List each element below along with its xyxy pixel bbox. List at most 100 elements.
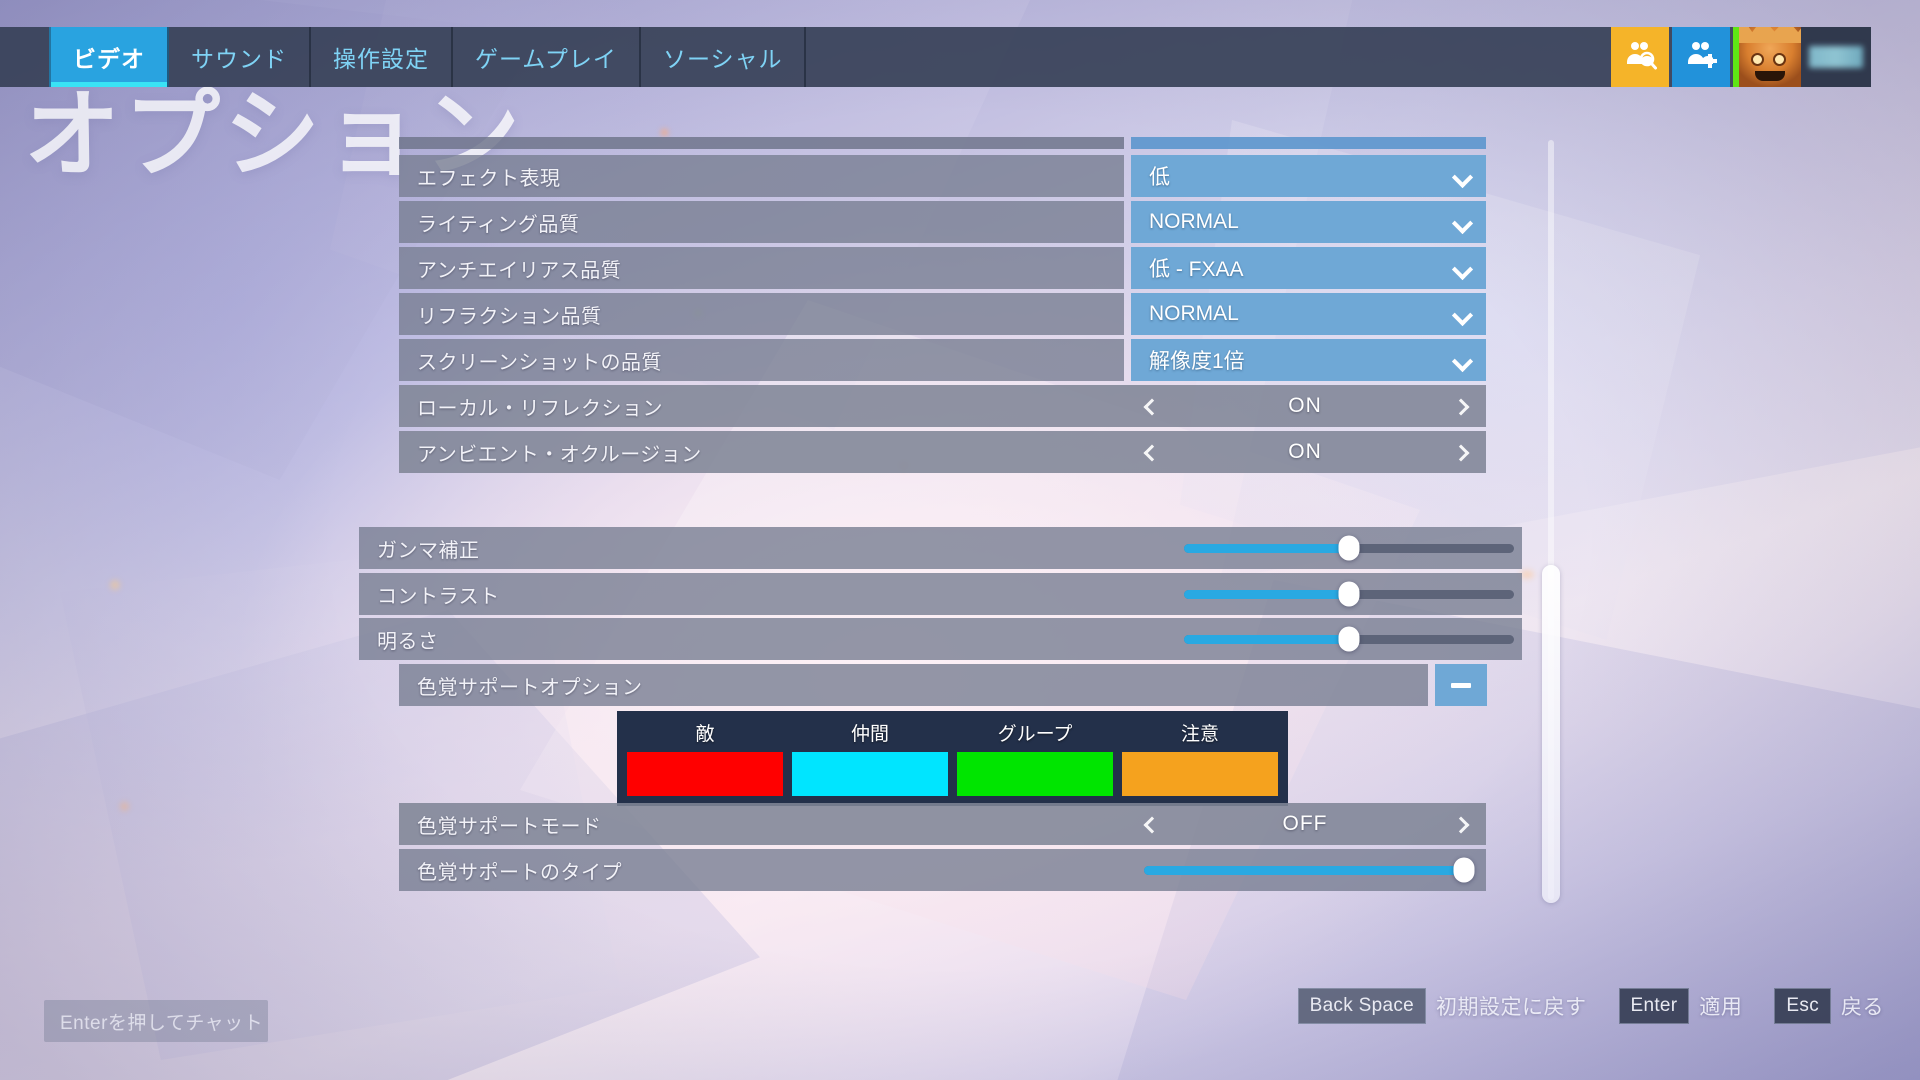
settings-row: 色覚サポートオプション <box>399 664 1486 706</box>
top-navigation-bar: ビデオ サウンド 操作設定 ゲームプレイ ソーシャル <box>0 27 1871 87</box>
tab-controls[interactable]: 操作設定 <box>311 27 453 87</box>
settings-row: 色覚サポートモード OFF <box>399 803 1486 845</box>
key-enter[interactable]: Enter <box>1618 988 1690 1024</box>
background-sparkle <box>120 802 129 811</box>
portrait-eye <box>1751 53 1764 66</box>
hero-portrait-junkrat[interactable] <box>1739 27 1801 87</box>
group-search-icon <box>1623 40 1657 75</box>
setting-label-lighting-quality: ライティング品質 <box>399 201 1124 243</box>
colorblind-swatch-preview: 敵 仲間 グループ 注意 <box>617 711 1288 806</box>
scrollbar-track[interactable] <box>1548 140 1554 900</box>
swatch-caution[interactable]: 注意 <box>1122 719 1278 796</box>
slider-fill <box>1184 543 1349 553</box>
chevron-right-icon[interactable] <box>1453 400 1466 413</box>
slider-row-contrast[interactable]: コントラスト <box>359 573 1522 615</box>
settings-row: ローカル・リフレクション ON <box>399 385 1486 427</box>
chat-prompt[interactable]: Enterを押してチャット <box>44 1000 268 1042</box>
swatch-color <box>1122 752 1278 796</box>
dropdown-value: NORMAL <box>1149 302 1239 325</box>
section-label-colorblind-options: 色覚サポートオプション <box>399 664 1428 706</box>
setting-label-effects-quality: エフェクト表現 <box>399 155 1124 197</box>
swatch-color <box>792 752 948 796</box>
chevron-down-icon <box>1454 214 1470 230</box>
add-friend-button[interactable] <box>1672 27 1730 87</box>
dropdown-lighting-quality[interactable]: NORMAL <box>1131 201 1486 243</box>
selector-value: OFF <box>1282 812 1328 835</box>
tab-label: ビデオ <box>73 46 145 72</box>
slider-brightness[interactable] <box>1184 626 1514 652</box>
dropdown-value: 低 <box>1149 166 1170 189</box>
dropdown-effects-quality[interactable]: 低 <box>1131 155 1486 197</box>
settings-row-partial-label <box>399 137 1124 149</box>
settings-row: アンビエント・オクルージョン ON <box>399 431 1486 473</box>
chevron-down-icon <box>1454 260 1470 276</box>
chevron-left-icon[interactable] <box>1144 818 1157 831</box>
slider-row-gamma[interactable]: ガンマ補正 <box>359 527 1522 569</box>
slider-contrast[interactable] <box>1184 581 1514 607</box>
settings-row: スクリーンショットの品質 解像度1倍 <box>399 339 1486 381</box>
key-esc[interactable]: Esc <box>1774 988 1831 1024</box>
chevron-right-icon[interactable] <box>1453 446 1466 459</box>
slider-handle[interactable] <box>1338 535 1360 561</box>
chevron-down-icon <box>1454 168 1470 184</box>
slider-fill <box>1144 865 1464 875</box>
player-name-plate[interactable] <box>1801 27 1871 87</box>
selector-value: ON <box>1288 394 1322 417</box>
background-sparkle <box>1520 570 1534 579</box>
scrollbar-thumb[interactable] <box>1542 565 1560 903</box>
apply-label[interactable]: 適用 <box>1699 996 1743 1019</box>
slider-handle[interactable] <box>1338 581 1360 607</box>
slider-row-brightness[interactable]: 明るさ <box>359 618 1522 660</box>
swatch-ally[interactable]: 仲間 <box>792 719 948 796</box>
dropdown-screenshot-quality[interactable]: 解像度1倍 <box>1131 339 1486 381</box>
chevron-down-icon <box>1454 352 1470 368</box>
chevron-right-icon[interactable] <box>1453 818 1466 831</box>
chevron-left-icon[interactable] <box>1144 400 1157 413</box>
swatch-color <box>627 752 783 796</box>
slider-fill <box>1184 634 1349 644</box>
colorblind-collapse-button[interactable] <box>1435 664 1487 706</box>
selector-colorblind-mode[interactable]: OFF <box>1124 803 1486 845</box>
key-back-space[interactable]: Back Space <box>1297 988 1426 1024</box>
group-add-icon <box>1684 40 1718 75</box>
swatch-enemy[interactable]: 敵 <box>627 719 783 796</box>
tab-social[interactable]: ソーシャル <box>641 27 807 87</box>
selector-value: ON <box>1288 440 1322 463</box>
tab-label: サウンド <box>191 46 287 72</box>
tab-video[interactable]: ビデオ <box>49 27 169 87</box>
find-group-button[interactable] <box>1611 27 1669 87</box>
dropdown-refraction-quality[interactable]: NORMAL <box>1131 293 1486 335</box>
chat-prompt-label: Enterを押してチャット <box>60 1012 264 1034</box>
setting-label-gamma: ガンマ補正 <box>377 539 480 562</box>
minus-icon <box>1451 682 1471 688</box>
settings-row: ライティング品質 NORMAL <box>399 201 1486 243</box>
setting-label-local-reflections: ローカル・リフレクション <box>399 385 1124 427</box>
swatch-color <box>957 752 1113 796</box>
settings-row: エフェクト表現 低 <box>399 155 1486 197</box>
selector-local-reflections[interactable]: ON <box>1124 385 1486 427</box>
tab-sound[interactable]: サウンド <box>169 27 311 87</box>
slider-colorblind-type[interactable] <box>1144 857 1475 883</box>
slider-row-colorblind-type[interactable]: 色覚サポートのタイプ <box>399 849 1486 891</box>
tab-label: ゲームプレイ <box>475 46 617 72</box>
back-label[interactable]: 戻る <box>1841 996 1884 1019</box>
dropdown-antialias-quality[interactable]: 低 - FXAA <box>1131 247 1486 289</box>
tab-gameplay[interactable]: ゲームプレイ <box>453 27 641 87</box>
swatch-group[interactable]: グループ <box>957 719 1113 796</box>
settings-row-partial-value <box>1131 137 1486 149</box>
footer-actions: Back Space 初期設定に戻す Enter 適用 Esc 戻る <box>1297 986 1884 1026</box>
dropdown-value: 解像度1倍 <box>1149 350 1245 373</box>
chevron-left-icon[interactable] <box>1144 446 1157 459</box>
setting-label-colorblind-mode: 色覚サポートモード <box>399 803 1124 845</box>
selector-ambient-occlusion[interactable]: ON <box>1124 431 1486 473</box>
portrait-mouth <box>1755 71 1785 81</box>
slider-gamma[interactable] <box>1184 535 1514 561</box>
swatch-label: 注意 <box>1180 724 1219 745</box>
slider-handle[interactable] <box>1338 626 1360 652</box>
slider-handle[interactable] <box>1453 857 1475 883</box>
reset-to-default-label[interactable]: 初期設定に戻す <box>1436 996 1587 1019</box>
setting-label-antialias-quality: アンチエイリアス品質 <box>399 247 1124 289</box>
dropdown-value: 低 - FXAA <box>1149 258 1244 281</box>
topbar-spacer <box>806 27 1608 87</box>
tab-label: ソーシャル <box>662 46 783 72</box>
